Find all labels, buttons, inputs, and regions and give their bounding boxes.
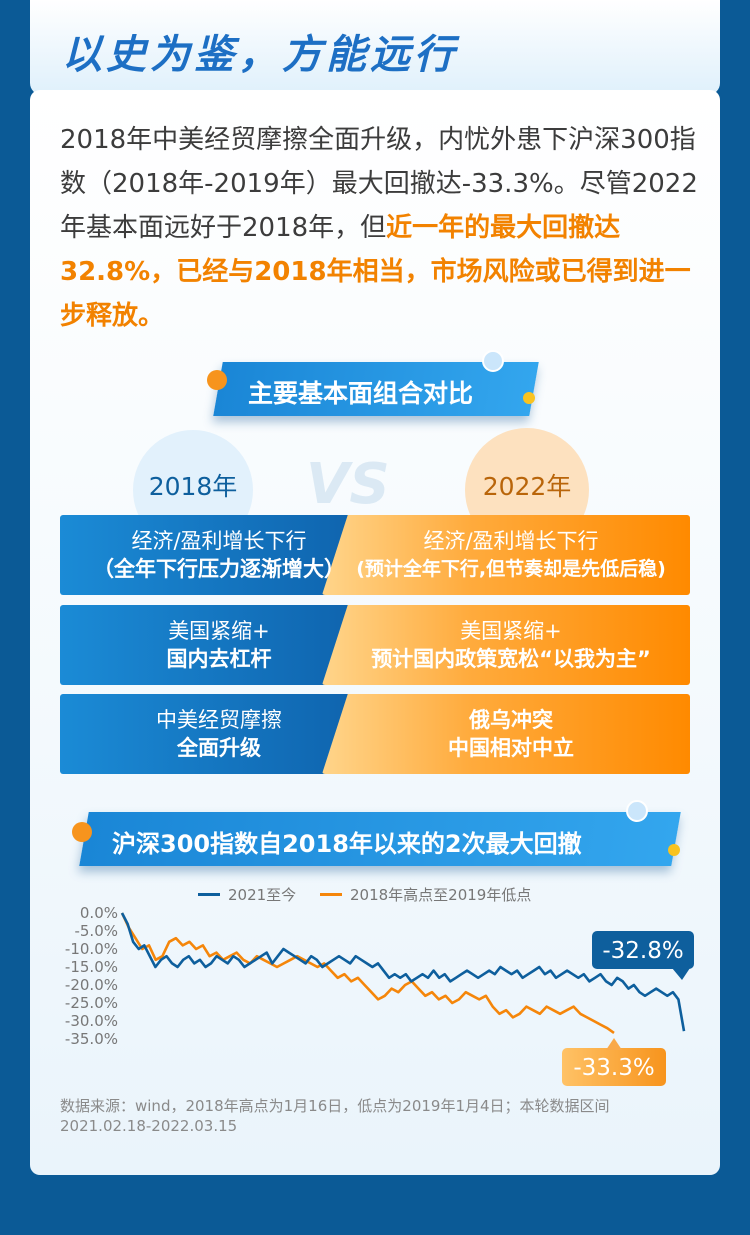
y-tick-label: 0.0%	[79, 904, 118, 922]
compare-row: 中美经贸摩擦 全面升级 俄乌冲突 中国相对中立	[60, 694, 690, 774]
series-line-2021	[120, 912, 686, 1032]
header-title: 以史为鉴，方能远行	[62, 32, 458, 78]
y-tick-label: -20.0%	[64, 976, 118, 994]
y-tick-label: -25.0%	[64, 994, 118, 1012]
orange-dot-icon	[72, 822, 92, 842]
callout-orange-pointer	[606, 1038, 622, 1050]
legend-label: 2018年高点至2019年低点	[350, 886, 532, 904]
row-left-line1: 中美经贸摩擦	[156, 708, 282, 732]
header-banner	[30, 0, 720, 95]
callout-blue-pointer	[672, 968, 690, 980]
y-tick-label: -10.0%	[64, 940, 118, 958]
intro-text: 2018年中美经贸摩擦全面升级，内忧外患下沪深300指数（2018年-2019年…	[60, 125, 698, 243]
vs-mark: VS	[306, 452, 390, 517]
y-tick-label: -30.0%	[64, 1012, 118, 1030]
callout-blue: -32.8%	[592, 931, 694, 969]
row-right-panel	[322, 694, 690, 774]
legend-swatch-blue	[198, 893, 220, 896]
row-left-line1: 美国紧缩+	[168, 619, 270, 643]
row-right-text: 美国紧缩+ 预计国内政策宽松“以我为主”	[332, 605, 690, 685]
row-right-panel	[322, 605, 690, 685]
intro-paragraph: 2018年中美经贸摩擦全面升级，内忧外患下沪深300指数（2018年-2019年…	[60, 118, 700, 338]
row-left-line2: 国内去杠杆	[166, 647, 272, 671]
yellow-dot-icon	[523, 392, 535, 404]
row-right-panel	[322, 515, 690, 595]
legend-label: 2021至今	[228, 886, 297, 904]
row-left-text: 中美经贸摩擦 全面升级	[60, 694, 378, 774]
row-left-line2: 全面升级	[177, 736, 261, 760]
row-left-text: 美国紧缩+ 国内去杠杆	[60, 605, 378, 685]
chart-title: 沪深300指数自2018年以来的2次最大回撤	[112, 830, 582, 858]
row-right-text: 经济/盈利增长下行 (预计全年下行,但节奏却是先低后稳)	[332, 515, 690, 595]
yellow-dot-icon	[668, 844, 680, 856]
callout-orange: -33.3%	[562, 1048, 666, 1086]
compare-title: 主要基本面组合对比	[248, 379, 474, 408]
row-left-text: 经济/盈利增长下行 （全年下行压力逐渐增大）	[60, 515, 378, 595]
row-left-line1: 经济/盈利增长下行	[131, 529, 307, 553]
compare-row: 经济/盈利增长下行 （全年下行压力逐渐增大） 经济/盈利增长下行 (预计全年下行…	[60, 515, 690, 595]
compare-row: 美国紧缩+ 国内去杠杆 美国紧缩+ 预计国内政策宽松“以我为主”	[60, 605, 690, 685]
row-right-line2: 预计国内政策宽松“以我为主”	[371, 647, 651, 671]
series-line-2018	[120, 912, 615, 1034]
intro-highlight: 近一年的最大回撤达32.8%，已经与2018年相当，市场风险或已得到进一步释放。	[60, 213, 691, 331]
year-2022-label: 2022年	[482, 472, 572, 501]
row-right-line2: 俄乌冲突 中国相对中立	[448, 708, 574, 760]
source-note: 数据来源：wind，2018年高点为1月16日，低点为2019年1月4日；本轮数…	[60, 1097, 610, 1135]
y-tick-label: -5.0%	[74, 922, 118, 940]
row-right-line2: (预计全年下行,但节奏却是先低后稳)	[356, 558, 666, 580]
row-left-line2: （全年下行压力逐渐增大）	[93, 557, 345, 581]
orange-dot-icon	[207, 370, 227, 390]
year-2018-label: 2018年	[148, 472, 238, 501]
row-right-line1: 经济/盈利增长下行	[423, 529, 599, 553]
row-right-line1: 美国紧缩+	[460, 619, 562, 643]
row-right-text: 俄乌冲突 中国相对中立	[332, 694, 690, 774]
y-tick-label: -35.0%	[64, 1030, 118, 1048]
y-tick-label: -15.0%	[64, 958, 118, 976]
blue-dot-icon	[626, 800, 648, 822]
blue-dot-icon	[482, 350, 504, 372]
legend-swatch-orange	[320, 893, 342, 896]
